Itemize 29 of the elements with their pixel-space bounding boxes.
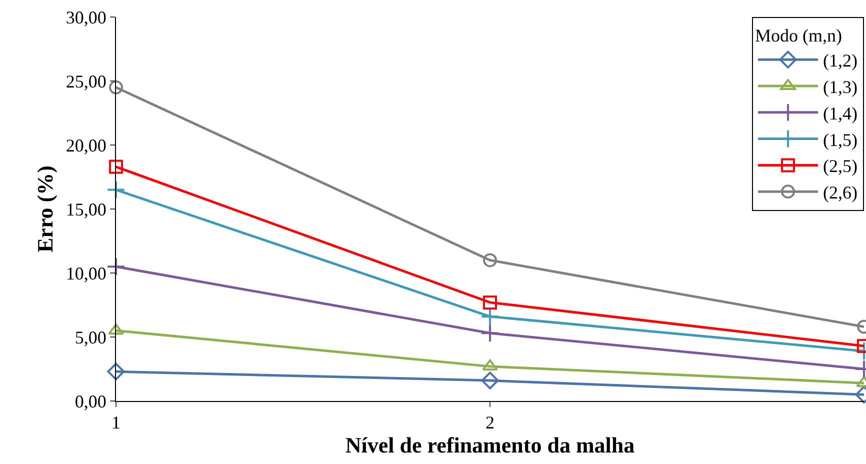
point: [108, 324, 124, 335]
legend-title: Modo (m,n): [755, 25, 842, 46]
point: [107, 362, 125, 380]
legend-label: (1,3): [823, 77, 858, 98]
legend-label: (1,4): [823, 103, 858, 124]
y-tick-label: 10,00: [66, 263, 106, 284]
y-tick-label: 25,00: [66, 71, 106, 92]
point: [483, 253, 497, 268]
y-tick-label: 20,00: [66, 135, 106, 156]
point: [482, 359, 498, 370]
point: [481, 372, 499, 390]
y-tick-label: 5,00: [74, 327, 106, 348]
x-axis-title: Nível de refinamento da malha: [345, 432, 635, 458]
point: [480, 324, 500, 343]
legend-label: (2,6): [823, 182, 858, 203]
point: [109, 80, 123, 94]
y-tick-label: 0,00: [74, 391, 106, 412]
x-tick-label: 2: [486, 412, 494, 433]
point: [106, 180, 126, 200]
y-axis-title: Erro (%): [32, 166, 58, 252]
legend-label: (1,2): [823, 50, 858, 71]
x-tick-label: 1: [112, 412, 120, 433]
point: [106, 257, 126, 276]
legend-label: (1,5): [823, 130, 858, 150]
point: [483, 295, 497, 310]
y-tick-label: 15,00: [66, 199, 106, 220]
point: [109, 160, 123, 174]
legend-label: (2,5): [823, 156, 858, 176]
y-tick-label: 30,00: [66, 7, 106, 28]
